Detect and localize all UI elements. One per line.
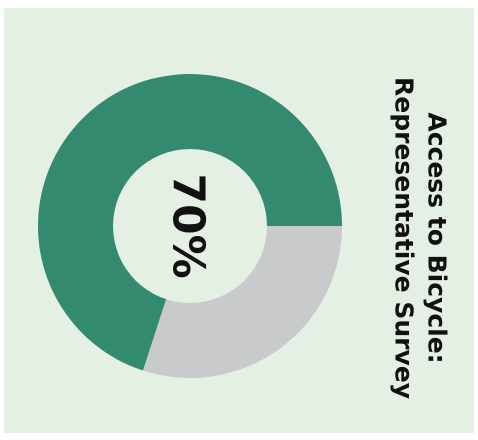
donut-hole [113, 149, 267, 303]
chart-title-line-2: Representative Survey [390, 77, 419, 399]
center-percentage-label: 70% [163, 173, 214, 278]
chart-title-line-1: Access to Bicycle: [423, 112, 452, 363]
